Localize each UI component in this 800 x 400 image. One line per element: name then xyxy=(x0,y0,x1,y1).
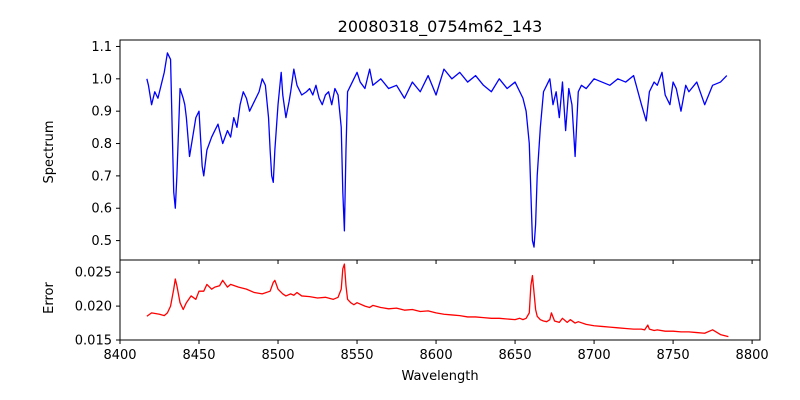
spectrum-y-axis-label: Spectrum xyxy=(42,121,57,184)
spectrum-panel: 0.5 0.6 0.7 0.8 0.9 1.0 1.1 xyxy=(91,39,761,264)
error-x-tick-label: 8600 xyxy=(420,348,453,363)
error-x-tick-label: 8400 xyxy=(103,348,136,363)
spectrum-y-tick-label: 0.6 xyxy=(91,202,112,217)
error-y-axis-label: Error xyxy=(42,282,57,314)
spectrum-y-tick-label: 1.0 xyxy=(91,72,112,87)
spectrum-y-tick-label: 0.7 xyxy=(91,169,112,184)
error-x-ticks: 8400 8450 8500 8550 8600 8650 8700 8750 8800 xyxy=(103,340,769,363)
error-axes-frame xyxy=(119,259,761,341)
error-y-tick-label: 0.025 xyxy=(75,266,112,281)
error-series xyxy=(146,263,729,338)
error-x-tick-label: 8500 xyxy=(261,348,294,363)
chart-title: 20080318_0754m62_143 xyxy=(338,17,543,37)
spectrum-series xyxy=(146,52,728,248)
error-x-tick-label: 8550 xyxy=(340,348,373,363)
spectrum-y-tick-label: 0.8 xyxy=(91,137,112,152)
error-panel: 0.015 0.020 0.025 8400 8450 8500 8550 8600 8650… xyxy=(75,259,769,363)
error-line xyxy=(146,263,729,338)
spectrum-y-tick-label: 0.5 xyxy=(91,234,112,249)
error-x-tick-label: 8800 xyxy=(736,348,769,363)
error-x-tick-label: 8650 xyxy=(499,348,532,363)
spectrum-y-tick-label: 1.1 xyxy=(91,40,112,55)
error-x-tick-label: 8750 xyxy=(657,348,690,363)
error-y-tick-label: 0.020 xyxy=(75,300,112,315)
error-x-tick-label: 8450 xyxy=(182,348,215,363)
spectrum-y-tick-label: 0.9 xyxy=(91,105,112,120)
error-y-tick-label: 0.015 xyxy=(75,334,112,349)
error-x-tick-label: 8700 xyxy=(578,348,611,363)
x-axis-label: Wavelength xyxy=(401,369,478,384)
spectrum-y-ticks: 0.5 0.6 0.7 0.8 0.9 1.0 1.1 xyxy=(91,40,120,249)
error-y-ticks: 0.015 0.020 0.025 xyxy=(75,266,120,349)
spectrum-line xyxy=(146,52,728,248)
